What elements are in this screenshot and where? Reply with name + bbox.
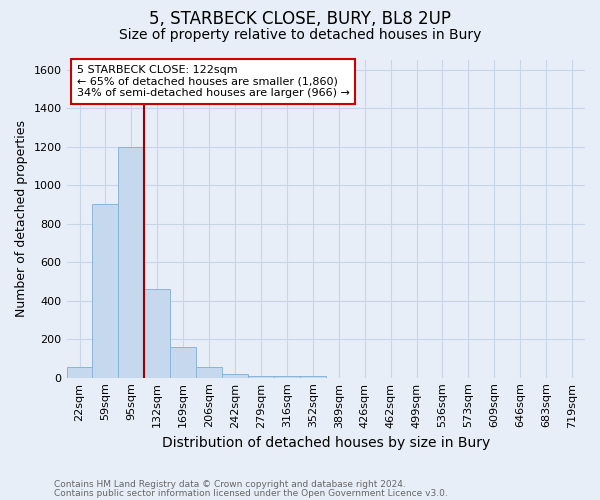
Bar [222,374,248,378]
Bar [196,367,222,378]
Bar [145,289,170,378]
X-axis label: Distribution of detached houses by size in Bury: Distribution of detached houses by size … [161,436,490,450]
Bar [118,146,145,378]
Text: Contains public sector information licensed under the Open Government Licence v3: Contains public sector information licen… [54,488,448,498]
Bar [170,347,196,378]
Bar [67,367,92,378]
Text: Contains HM Land Registry data © Crown copyright and database right 2024.: Contains HM Land Registry data © Crown c… [54,480,406,489]
Bar [300,376,326,378]
Text: 5, STARBECK CLOSE, BURY, BL8 2UP: 5, STARBECK CLOSE, BURY, BL8 2UP [149,10,451,28]
Y-axis label: Number of detached properties: Number of detached properties [15,120,28,318]
Text: Size of property relative to detached houses in Bury: Size of property relative to detached ho… [119,28,481,42]
Bar [274,376,300,378]
Text: 5 STARBECK CLOSE: 122sqm
← 65% of detached houses are smaller (1,860)
34% of sem: 5 STARBECK CLOSE: 122sqm ← 65% of detach… [77,65,350,98]
Bar [248,376,274,378]
Bar [92,204,118,378]
